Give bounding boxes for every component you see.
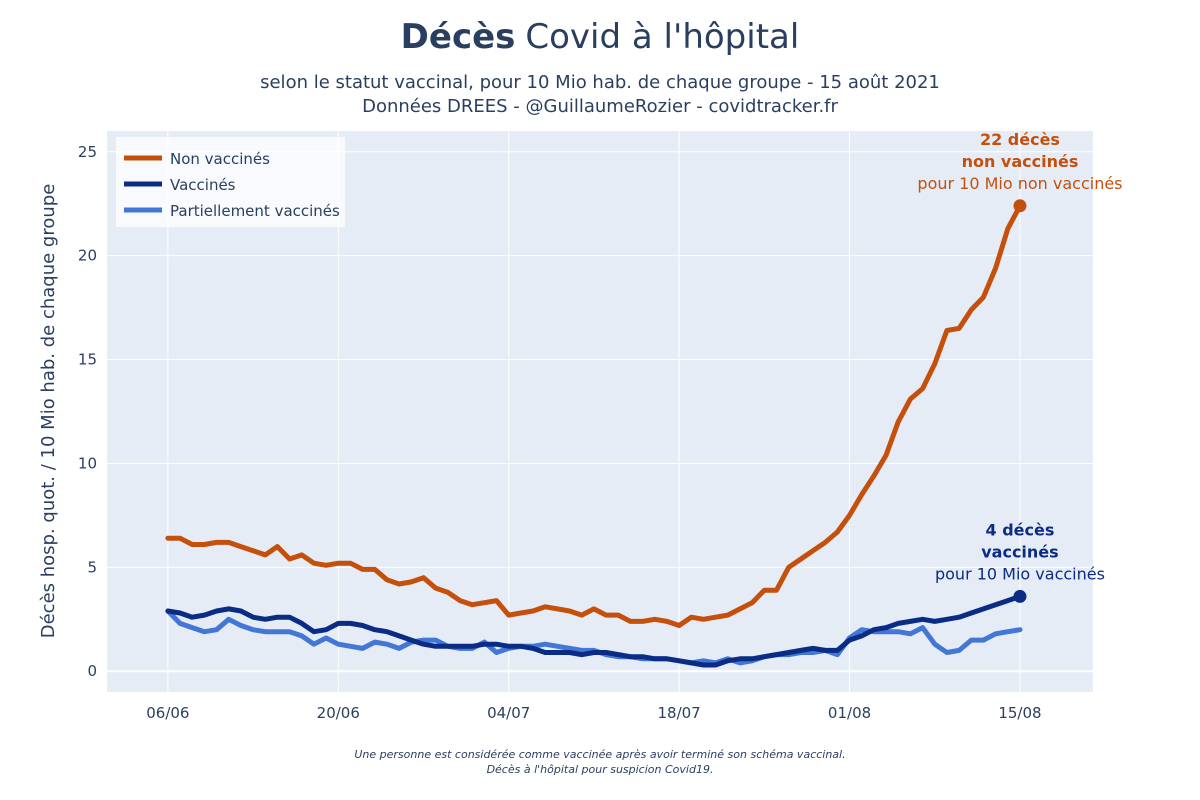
x-tick-label: 18/07 bbox=[658, 704, 701, 722]
x-tick-label: 06/06 bbox=[146, 704, 189, 722]
legend: Non vaccinés Vaccinés Partiellement vacc… bbox=[116, 137, 345, 227]
x-tick-label: 20/06 bbox=[317, 704, 360, 722]
lines-layer bbox=[165, 203, 1023, 668]
endpoint-marker-non-vaccines bbox=[1013, 199, 1027, 213]
series-line-vaccines bbox=[165, 593, 1023, 668]
annotation-value: 4 décès bbox=[986, 520, 1055, 539]
x-tick-label: 15/08 bbox=[998, 704, 1041, 722]
chart-subtitle-2: Données DREES - @GuillaumeRozier - covid… bbox=[362, 96, 838, 117]
axis-layer: 0 5 10 15 20 25 06/06 20/06 04/07 18/07 01/08 15/08 bbox=[78, 143, 1042, 722]
annotation-detail: pour 10 Mio non vaccinés bbox=[917, 174, 1122, 193]
footnote-2: Décès à l'hôpital pour suspicion Covid19… bbox=[487, 763, 714, 776]
y-tick-label: 5 bbox=[87, 558, 97, 576]
annotation-value: 22 décès bbox=[980, 130, 1060, 149]
y-axis-label: Décès hosp. quot. / 10 Mio hab. de chaqu… bbox=[38, 184, 59, 639]
annotation-group: vaccinés bbox=[981, 542, 1058, 561]
y-tick-label: 25 bbox=[78, 143, 97, 161]
chart-title-bold: Décès bbox=[401, 17, 516, 57]
annotation-detail: pour 10 Mio vaccinés bbox=[935, 564, 1105, 583]
footnote-1: Une personne est considérée comme vaccin… bbox=[354, 748, 845, 761]
x-tick-label: 04/07 bbox=[487, 704, 530, 722]
chart-title-rest: Covid à l'hôpital bbox=[525, 17, 799, 57]
y-tick-label: 15 bbox=[78, 351, 97, 369]
endpoint-marker-vaccines bbox=[1013, 589, 1027, 603]
series-line-non-vaccines bbox=[165, 203, 1023, 628]
chart-title: Décès Covid à l'hôpital bbox=[401, 17, 800, 57]
annotation-layer: pour 10 Mio non vaccinés non vaccinés 22 d… bbox=[917, 130, 1123, 603]
annotation-group: non vaccinés bbox=[962, 152, 1079, 171]
y-tick-label: 10 bbox=[78, 454, 97, 472]
chart-subtitle-1: selon le statut vaccinal, pour 10 Mio ha… bbox=[260, 72, 940, 93]
legend-label-non-vaccines: Non vaccinés bbox=[170, 150, 270, 168]
y-tick-label: 0 bbox=[87, 662, 97, 680]
legend-label-vaccines: Vaccinés bbox=[170, 176, 236, 194]
legend-label-partiellement-vaccines: Partiellement vaccinés bbox=[170, 202, 340, 220]
x-tick-label: 01/08 bbox=[828, 704, 871, 722]
y-tick-label: 20 bbox=[78, 247, 97, 265]
